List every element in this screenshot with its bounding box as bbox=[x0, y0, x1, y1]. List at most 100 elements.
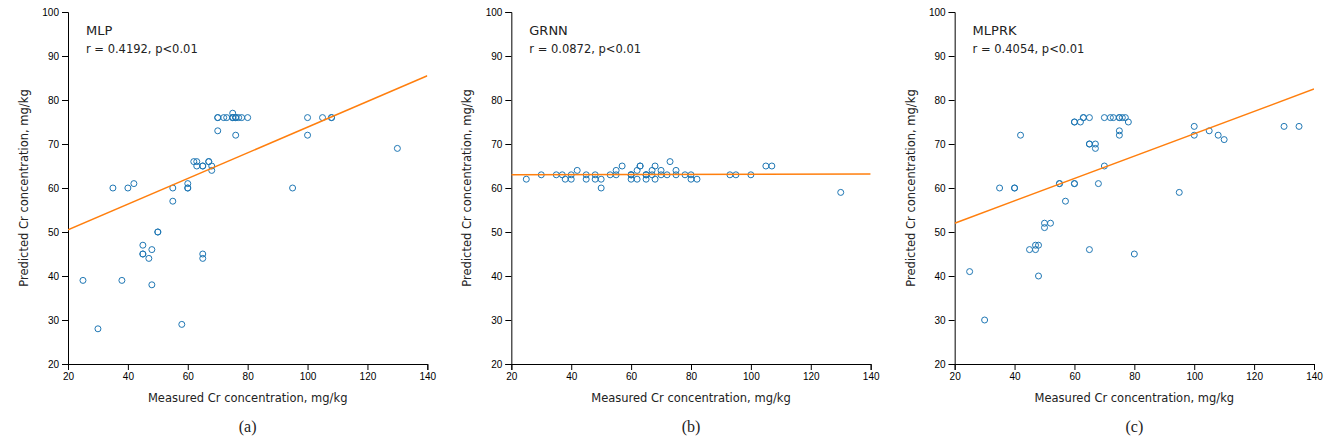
x-axis-line bbox=[955, 365, 1314, 371]
point bbox=[179, 321, 185, 327]
point bbox=[1071, 181, 1077, 187]
y-tick-mark bbox=[949, 364, 955, 365]
y-tick-mark bbox=[62, 276, 68, 277]
y-axis-title: Predicted Cr concentration, mg/kg bbox=[17, 89, 31, 286]
point bbox=[619, 163, 625, 169]
panel: 204060801001201402030405060708090100MLPR… bbox=[904, 7, 1324, 436]
point bbox=[694, 176, 700, 182]
x-tick: 120 bbox=[803, 364, 820, 382]
y-tick-mark bbox=[949, 144, 955, 145]
point bbox=[200, 163, 206, 169]
x-tick: 60 bbox=[183, 364, 195, 382]
point bbox=[239, 115, 245, 121]
figure: 204060801001201402030405060708090100MLPr… bbox=[0, 0, 1342, 444]
y-tick-label: 50 bbox=[491, 227, 503, 238]
x-tick-label: 140 bbox=[1306, 371, 1323, 382]
x-tick-mark bbox=[427, 364, 428, 370]
point bbox=[1086, 141, 1092, 147]
y-tick: 100 bbox=[929, 7, 955, 18]
x-tick-mark bbox=[1074, 364, 1075, 370]
y-tick-label: 60 bbox=[935, 183, 947, 194]
y-tick: 40 bbox=[935, 271, 955, 282]
x-tick-label: 60 bbox=[626, 371, 638, 382]
x-tick-mark bbox=[248, 364, 249, 370]
point bbox=[1101, 115, 1107, 121]
point bbox=[200, 255, 206, 261]
point bbox=[149, 282, 155, 288]
y-axis-line bbox=[62, 13, 69, 365]
x-tick-label: 100 bbox=[743, 371, 760, 382]
point bbox=[1296, 123, 1302, 129]
y-tick: 30 bbox=[935, 315, 955, 326]
y-tick-label: 90 bbox=[935, 51, 947, 62]
y-tick-label: 30 bbox=[935, 315, 947, 326]
y-tick-mark bbox=[949, 100, 955, 101]
x-tick-mark bbox=[1134, 364, 1135, 370]
y-tick-mark bbox=[949, 56, 955, 57]
point bbox=[574, 167, 580, 173]
scatter-points bbox=[967, 115, 1302, 323]
x-tick: 80 bbox=[686, 364, 698, 382]
point bbox=[652, 176, 658, 182]
y-tick-label: 100 bbox=[42, 7, 59, 18]
y-tick-mark bbox=[62, 100, 68, 101]
point bbox=[1191, 123, 1197, 129]
x-tick-label: 20 bbox=[63, 371, 75, 382]
y-tick-mark bbox=[62, 188, 68, 189]
trend-line bbox=[955, 89, 1314, 223]
point bbox=[394, 145, 400, 151]
scatter-points bbox=[80, 110, 400, 332]
point bbox=[1215, 132, 1221, 138]
point bbox=[119, 277, 125, 283]
y-tick-label: 60 bbox=[491, 183, 503, 194]
y-tick: 60 bbox=[48, 183, 68, 194]
x-tick-label: 100 bbox=[1186, 371, 1203, 382]
point bbox=[1110, 115, 1116, 121]
x-tick-mark bbox=[367, 364, 368, 370]
point bbox=[215, 128, 221, 134]
point bbox=[305, 115, 311, 121]
y-tick-mark bbox=[949, 320, 955, 321]
y-tick-label: 20 bbox=[48, 359, 60, 370]
point bbox=[1125, 119, 1131, 125]
point bbox=[1086, 141, 1092, 147]
y-tick-mark bbox=[62, 56, 68, 57]
y-tick-label: 90 bbox=[48, 51, 60, 62]
point bbox=[568, 176, 574, 182]
y-tick-mark bbox=[949, 188, 955, 189]
point bbox=[1018, 132, 1024, 138]
panel: 204060801001201402030405060708090100MLPr… bbox=[17, 7, 437, 436]
panel-label: (b) bbox=[682, 418, 701, 436]
x-axis-title: Measured Cr concentration, mg/kg bbox=[591, 391, 791, 405]
y-tick: 100 bbox=[486, 7, 512, 18]
y-tick: 80 bbox=[48, 95, 68, 106]
point bbox=[1071, 119, 1077, 125]
x-axis: 20406080100120140 bbox=[950, 364, 1324, 382]
y-tick: 20 bbox=[48, 359, 68, 370]
point bbox=[149, 247, 155, 253]
y-tick-mark bbox=[62, 12, 68, 13]
x-tick-mark bbox=[811, 364, 812, 370]
point bbox=[1036, 273, 1042, 279]
point bbox=[652, 163, 658, 169]
point bbox=[155, 229, 161, 235]
point bbox=[1116, 128, 1122, 134]
y-tick: 90 bbox=[935, 51, 955, 62]
y-axis-line bbox=[949, 13, 956, 365]
x-tick-mark bbox=[631, 364, 632, 370]
point bbox=[583, 176, 589, 182]
point bbox=[1077, 119, 1083, 125]
point bbox=[131, 181, 137, 187]
y-tick-label: 50 bbox=[48, 227, 60, 238]
scatter-points bbox=[523, 159, 843, 196]
x-tick-label: 120 bbox=[360, 371, 377, 382]
y-tick-mark bbox=[505, 144, 511, 145]
y-tick-mark bbox=[949, 232, 955, 233]
y-tick-mark bbox=[505, 364, 511, 365]
point bbox=[634, 176, 640, 182]
point bbox=[80, 277, 86, 283]
point bbox=[523, 176, 529, 182]
x-tick: 20 bbox=[63, 364, 75, 382]
y-tick-mark bbox=[505, 100, 511, 101]
point bbox=[667, 159, 673, 165]
